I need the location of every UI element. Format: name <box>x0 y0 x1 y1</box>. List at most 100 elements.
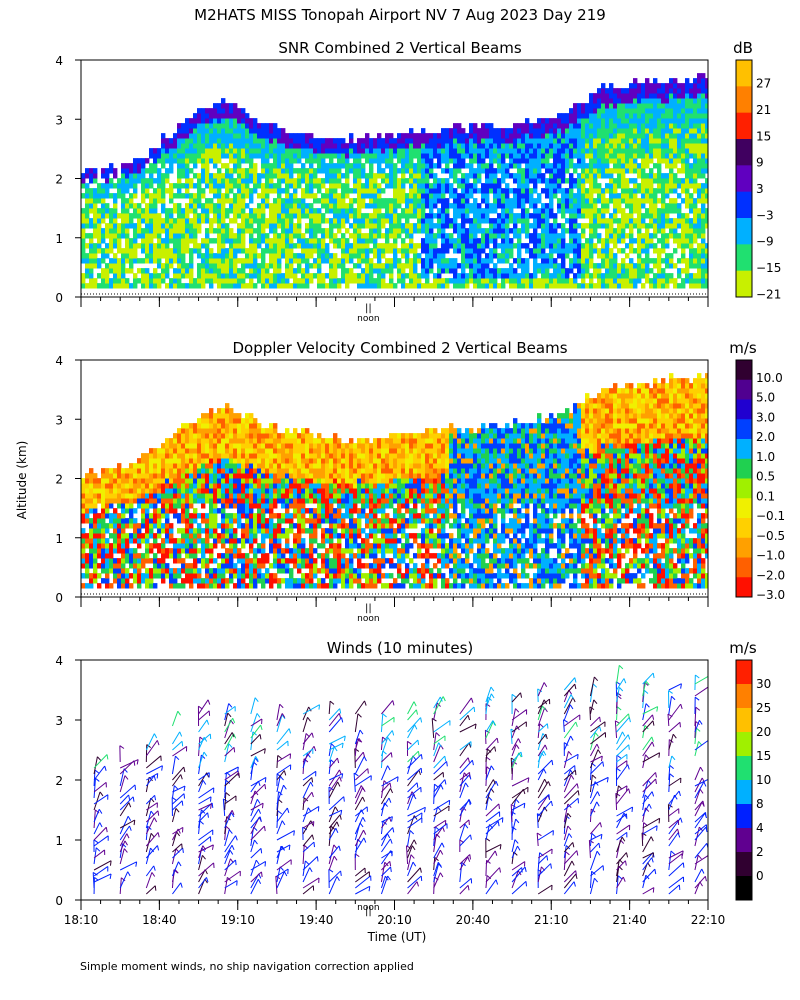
heatmap-cell <box>501 188 506 194</box>
heatmap-cell <box>541 233 546 239</box>
heatmap-cell <box>609 213 614 219</box>
heatmap-cell <box>177 173 182 179</box>
heatmap-cell <box>401 133 406 139</box>
heatmap-cell <box>697 153 702 159</box>
heatmap-cell <box>205 128 210 134</box>
heatmap-cell <box>261 203 266 209</box>
heatmap-cell <box>213 148 218 154</box>
heatmap-cell <box>321 193 326 199</box>
heatmap-cell <box>705 133 708 139</box>
heatmap-cell <box>345 258 350 264</box>
heatmap-cell <box>477 143 482 149</box>
heatmap-cell <box>501 143 506 149</box>
heatmap-cell <box>321 228 326 234</box>
heatmap-cell <box>165 168 170 174</box>
heatmap-cell <box>233 143 238 149</box>
heatmap-cell <box>501 243 506 249</box>
heatmap-cell <box>497 233 502 239</box>
heatmap-cell <box>105 173 110 179</box>
heatmap-cell <box>573 233 578 239</box>
heatmap-cell <box>393 203 398 209</box>
heatmap-cell <box>513 213 518 219</box>
heatmap-cell <box>121 578 126 584</box>
heatmap-cell <box>109 163 114 169</box>
heatmap-cell <box>597 263 602 269</box>
heatmap-cell <box>409 188 414 194</box>
heatmap-cell <box>641 243 646 249</box>
heatmap-cell <box>493 183 498 189</box>
heatmap-cell <box>377 278 382 284</box>
heatmap-cell <box>129 493 134 499</box>
heatmap-cell <box>545 163 550 169</box>
heatmap-cell <box>441 228 446 234</box>
heatmap-cell <box>105 203 110 209</box>
heatmap-cell <box>365 248 370 254</box>
heatmap-cell <box>701 138 706 144</box>
heatmap-cell <box>681 178 686 184</box>
heatmap-cell <box>201 158 206 164</box>
heatmap-cell <box>321 248 326 254</box>
heatmap-cell <box>613 283 618 289</box>
heatmap-cell <box>277 173 282 179</box>
heatmap-cell <box>105 183 110 189</box>
heatmap-cell <box>633 88 638 94</box>
heatmap-cell <box>249 278 254 284</box>
heatmap-cell <box>269 128 274 134</box>
heatmap-cell <box>697 268 702 274</box>
heatmap-cell <box>413 208 418 214</box>
heatmap-cell <box>633 183 638 189</box>
heatmap-cell <box>129 193 134 199</box>
heatmap-cell <box>325 178 330 184</box>
heatmap-cell <box>137 478 142 484</box>
heatmap-cell <box>621 123 626 129</box>
heatmap-cell <box>105 473 110 479</box>
heatmap-cell <box>121 553 126 559</box>
heatmap-cell <box>697 98 702 104</box>
heatmap-cell <box>693 83 698 89</box>
heatmap-cell <box>393 238 398 244</box>
heatmap-cell <box>249 133 254 139</box>
heatmap-cell <box>313 238 318 244</box>
heatmap-cell <box>521 128 526 134</box>
heatmap-cell <box>349 133 354 139</box>
heatmap-cell <box>253 258 258 264</box>
heatmap-cell <box>313 138 318 144</box>
heatmap-cell <box>341 158 346 164</box>
heatmap-cell <box>465 283 470 289</box>
heatmap-cell <box>629 193 634 199</box>
heatmap-cell <box>401 248 406 254</box>
heatmap-cell <box>81 173 86 179</box>
heatmap-cell <box>117 538 122 544</box>
heatmap-cell <box>653 223 658 229</box>
heatmap-cell <box>105 553 110 559</box>
heatmap-cell <box>485 178 490 184</box>
heatmap-cell <box>609 98 614 104</box>
heatmap-cell <box>381 268 386 274</box>
heatmap-cell <box>241 183 246 189</box>
heatmap-cell <box>121 538 126 544</box>
heatmap-cell <box>305 183 310 189</box>
heatmap-cell <box>141 243 146 249</box>
heatmap-cell <box>129 178 134 184</box>
heatmap-cell <box>389 228 394 234</box>
heatmap-cell <box>465 213 470 219</box>
heatmap-cell <box>625 193 630 199</box>
heatmap-cell <box>561 188 566 194</box>
heatmap-cell <box>197 108 202 114</box>
heatmap-cell <box>141 238 146 244</box>
heatmap-cell <box>465 148 470 154</box>
heatmap-cell <box>385 283 390 289</box>
heatmap-cell <box>301 163 306 169</box>
heatmap-cell <box>645 98 650 104</box>
heatmap-cell <box>489 268 494 274</box>
heatmap-cell <box>473 188 478 194</box>
heatmap-cell <box>657 138 662 144</box>
heatmap-cell <box>233 203 238 209</box>
heatmap-cell <box>289 173 294 179</box>
heatmap-cell <box>205 268 210 274</box>
heatmap-cell <box>357 228 362 234</box>
heatmap-cell <box>349 248 354 254</box>
heatmap-cell <box>313 213 318 219</box>
heatmap-cell <box>141 193 146 199</box>
heatmap-cell <box>701 248 706 254</box>
